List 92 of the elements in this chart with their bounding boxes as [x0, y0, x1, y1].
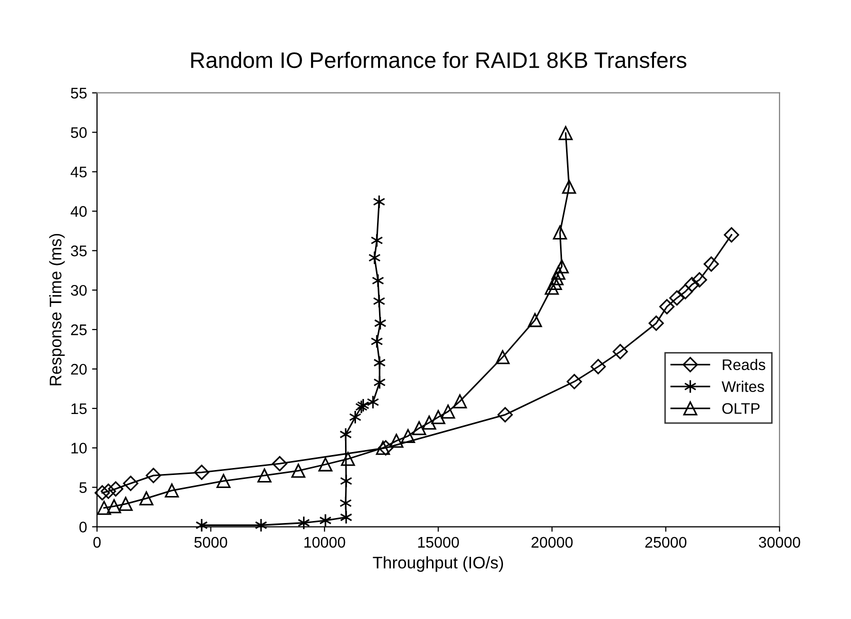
- point: [684, 276, 700, 292]
- point: [374, 316, 386, 330]
- point: [372, 194, 386, 209]
- point: [422, 416, 436, 430]
- x-tick-label: 5000: [194, 536, 228, 548]
- point: [612, 344, 628, 360]
- y-tick-label: 40: [70, 206, 87, 217]
- y-tick-label: 25: [71, 324, 87, 336]
- point: [452, 394, 467, 408]
- point: [107, 499, 122, 514]
- point: [648, 316, 664, 331]
- point: [548, 276, 562, 290]
- point: [291, 464, 306, 478]
- point: [372, 274, 384, 288]
- point: [550, 271, 564, 286]
- y-tick-label: 10: [71, 442, 87, 454]
- point: [254, 518, 268, 532]
- point: [139, 491, 154, 506]
- y-tick-label: 5: [79, 482, 87, 494]
- point: [272, 456, 288, 472]
- point: [528, 313, 542, 328]
- legend-label: OLTP: [722, 403, 760, 414]
- y-tick-label: 55: [70, 88, 87, 99]
- legend-label: Writes: [722, 380, 764, 392]
- point: [349, 410, 362, 424]
- point: [669, 290, 685, 306]
- y-tick-label: 0: [79, 522, 87, 532]
- y-tick-label: 15: [71, 403, 87, 414]
- legend-label: Reads: [722, 358, 766, 370]
- point: [123, 476, 138, 492]
- point: [94, 485, 110, 500]
- point: [319, 513, 332, 528]
- y-tick-label: 35: [70, 246, 87, 256]
- point: [431, 410, 446, 424]
- point: [118, 496, 133, 511]
- point: [340, 510, 352, 524]
- point: [373, 356, 386, 370]
- point: [97, 500, 112, 515]
- point: [339, 427, 352, 442]
- point: [146, 468, 162, 484]
- point: [368, 250, 381, 265]
- x-tick-label: 15000: [418, 536, 459, 548]
- point: [659, 299, 675, 314]
- point: [340, 452, 355, 466]
- point: [412, 421, 426, 436]
- point: [496, 350, 510, 364]
- point: [389, 434, 404, 448]
- point: [366, 395, 380, 410]
- point: [216, 474, 231, 488]
- point: [257, 468, 272, 483]
- point: [692, 272, 708, 288]
- x-tick-label: 30000: [758, 536, 800, 548]
- point: [724, 227, 740, 242]
- y-tick-label: 20: [71, 364, 87, 375]
- point: [441, 404, 456, 419]
- point: [704, 256, 719, 272]
- y-tick-label: 50: [70, 127, 87, 138]
- point: [373, 375, 386, 390]
- y-axis-title: Response Time (ms): [49, 234, 65, 386]
- point: [400, 429, 416, 444]
- point: [318, 457, 332, 472]
- point: [340, 474, 352, 488]
- point: [544, 280, 559, 295]
- point: [566, 374, 582, 390]
- point: [562, 180, 576, 194]
- point: [370, 233, 384, 248]
- point: [376, 440, 390, 455]
- x-tick-label: 0: [93, 536, 101, 548]
- point: [498, 407, 513, 422]
- point: [558, 126, 573, 140]
- point: [372, 294, 386, 308]
- point: [194, 464, 210, 480]
- x-axis-title: Throughput (IO/s): [372, 556, 504, 572]
- point: [378, 440, 394, 456]
- point: [678, 284, 693, 300]
- point: [339, 496, 352, 510]
- point: [554, 259, 569, 274]
- point: [551, 266, 566, 280]
- x-tick-label: 25000: [645, 536, 686, 548]
- point: [590, 358, 606, 374]
- point: [552, 225, 567, 240]
- x-tick-label: 10000: [304, 536, 346, 548]
- chart-title: Random IO Performance for RAID1 8KB Transfers: [191, 52, 686, 68]
- x-tick-label: 20000: [532, 536, 573, 548]
- point: [298, 516, 310, 530]
- point: [108, 481, 124, 497]
- point: [195, 518, 208, 532]
- point: [164, 483, 179, 498]
- point: [370, 334, 384, 348]
- y-tick-label: 45: [70, 166, 87, 178]
- y-tick-label: 30: [70, 284, 87, 296]
- point: [100, 484, 116, 499]
